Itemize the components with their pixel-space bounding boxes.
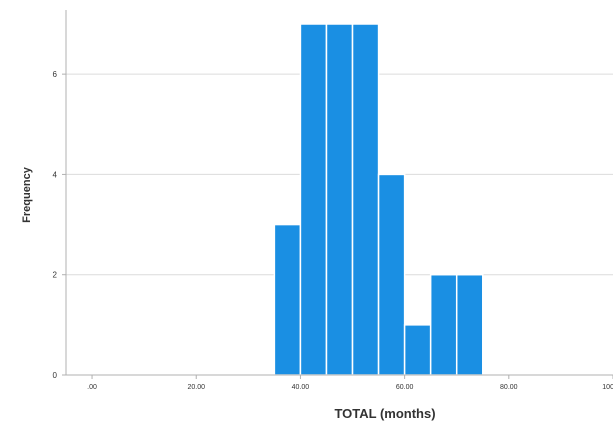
x-tick-label: 80.00	[500, 384, 518, 391]
y-tick-label: 2	[53, 271, 58, 280]
x-tick-label: 40.00	[292, 384, 310, 391]
y-tick-label: 4	[53, 170, 58, 179]
tick-labels: 0 2 4 6 .00 20.00 40.00 60.00 80.00 100.00	[53, 70, 613, 391]
x-tick-label: 20.00	[187, 384, 205, 391]
histogram-bar-60-65	[403, 324, 432, 376]
axes	[65, 10, 613, 376]
histogram-bar-40-45	[299, 23, 328, 376]
histogram-bar-45-50	[325, 23, 354, 376]
y-tick-label: 0	[53, 371, 58, 380]
x-axis-title: TOTAL (months)	[334, 406, 435, 421]
y-tick-label: 6	[53, 70, 58, 79]
histogram-bar-55-60	[377, 173, 406, 376]
histogram-bar-65-70	[429, 273, 458, 376]
x-tick-label: 60.00	[396, 384, 414, 391]
y-axis-title: Frequency	[21, 166, 33, 223]
x-tick-label: 100.00	[602, 384, 613, 391]
bars	[273, 23, 484, 376]
histogram-bar-35-40	[273, 223, 302, 376]
x-tick-label: .00	[87, 384, 97, 391]
histogram-bar-70-75	[455, 273, 484, 376]
histogram-bar-50-55	[351, 23, 380, 376]
